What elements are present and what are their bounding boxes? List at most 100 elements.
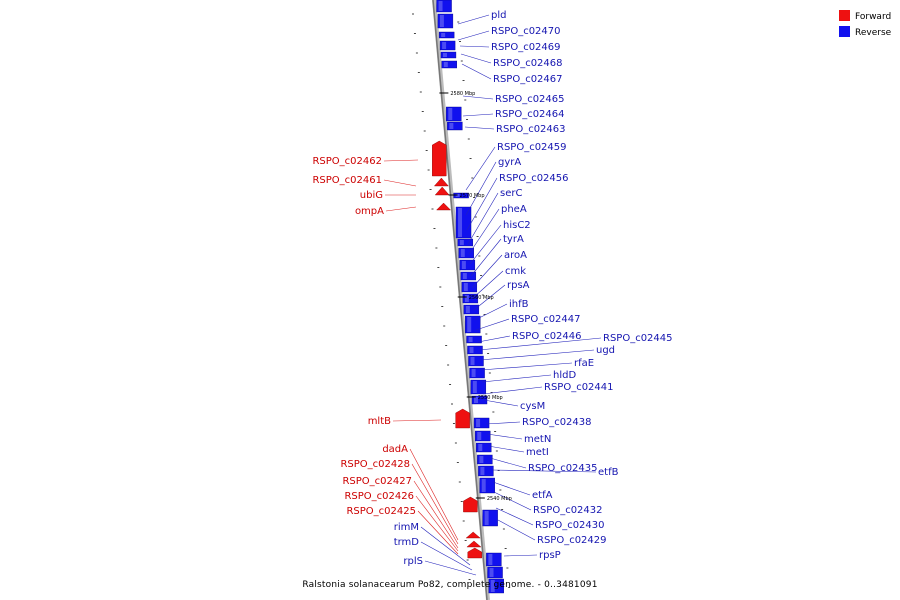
leader-line [462,95,494,100]
reverse-gene-block [487,566,503,579]
forward-gene-block [467,547,482,559]
gene-label-metn: metN [524,434,551,445]
reverse-gene-block [440,51,457,59]
leader-line [392,419,442,422]
leader-line [471,254,503,289]
gene-label-rspo-c02429: RSPO_c02429 [537,535,607,546]
reverse-legend-label: Reverse [855,28,892,38]
gene-label-rspo-c02470: RSPO_c02470 [491,26,561,37]
gene-label-rspo-c02425: RSPO_c02425 [346,506,416,517]
leader-line [480,362,573,371]
reverse-gene-block [482,509,498,527]
gene-label-mltb: mltB [368,416,391,427]
reverse-gene-block [466,335,482,344]
gene-label-rspo-c02461: RSPO_c02461 [312,175,382,186]
gene-label-rspo-c02464: RSPO_c02464 [495,109,565,120]
chromosome-axis-shadow [432,0,490,600]
legend: Forward Reverse [839,10,892,38]
gene-label-serc: serC [500,188,522,199]
leader-line [411,463,459,545]
leader-line [457,30,490,41]
leader-line [415,495,459,552]
leader-line [473,284,506,311]
leader-line [420,541,473,571]
leader-line [424,560,477,576]
gene-label-hldd: hldD [553,370,576,381]
reverse-gene-block [479,477,495,494]
kbp-tick-label: 2580 Mbp [450,91,475,97]
leader-line [493,491,532,511]
reverse-gene-block [455,206,472,239]
gene-label-rspo-c02445: RSPO_c02445 [603,333,673,344]
leader-line [383,179,417,187]
gene-label-rspo-c02427: RSPO_c02427 [342,476,412,487]
leader-line [478,337,602,351]
leader-line [461,63,492,80]
leader-line [477,335,511,343]
gene-label-rpls: rplS [403,556,423,567]
gene-label-rpsa: rpsA [507,280,530,291]
leader-line [468,208,500,255]
reverse-gene-block [438,31,455,39]
reverse-gene-block [477,454,493,465]
leader-line [465,161,497,216]
reverse-gene-block [458,247,474,259]
forward-gene-block [436,202,452,211]
leader-line [457,14,490,25]
leader-line [479,349,595,361]
gene-label-rspo-c02467: RSPO_c02467 [493,74,563,85]
kbp-tick-label: 2540 Mbp [487,496,512,502]
leader-line [474,303,508,321]
reverse-gene-block [436,0,452,13]
reverse-gene-block [475,430,491,442]
reverse-gene-block [463,304,480,315]
gene-label-etfa: etfA [532,490,553,501]
gene-label-ihfb: ihfB [509,299,529,310]
leader-line [491,469,597,473]
reverse-legend-swatch [839,26,850,37]
gene-label-etfb: etfB [598,467,619,478]
reverse-gene-block [439,40,456,51]
reverse-gene-block [457,238,474,247]
leader-line [464,126,495,130]
gene-label-rspo-c02446: RSPO_c02446 [512,331,582,342]
gene-label-rspo-c02468: RSPO_c02468 [493,58,563,69]
gene-label-tyra: tyrA [503,234,524,245]
kbp-tick-label: 2570 Mbp [460,193,485,199]
leader-line [417,510,459,555]
leader-line [486,433,523,440]
gene-label-rspo-c02438: RSPO_c02438 [522,417,592,428]
gene-label-rfae: rfaE [574,358,594,369]
gene-label-rspo-c02465: RSPO_c02465 [495,94,565,105]
leader-line [492,481,531,496]
leader-line [413,480,459,549]
gene-label-rspo-c02463: RSPO_c02463 [496,124,566,135]
leader-line [470,238,502,277]
leader-line [472,270,504,299]
gene-label-aroa: aroA [504,250,527,261]
gene-label-rspo-c02432: RSPO_c02432 [533,505,603,516]
leader-line [489,457,527,469]
reverse-gene-block [441,60,458,69]
leader-line [497,519,536,541]
leader-line [409,448,459,541]
reverse-gene-block [470,379,487,395]
gene-label-rpsp: rpsP [539,550,561,561]
forward-gene-block [432,140,447,177]
forward-legend-swatch [839,10,850,21]
leader-line [462,113,494,117]
forward-gene-block [433,177,449,187]
gene-label-dada: dadA [382,444,408,455]
reverse-gene-block [437,13,454,29]
leader-line [467,192,499,245]
gene-label-ompa: ompA [355,206,384,217]
leader-line [466,177,498,231]
gene-label-cmk: cmk [505,266,526,277]
reverse-gene-block [473,417,490,429]
reverse-gene-block [486,552,502,567]
gene-label-rspo-c02447: RSPO_c02447 [511,314,581,325]
reverse-gene-block [461,281,478,293]
leader-line [420,526,471,566]
kbp-tick-label: 2560 Mbp [469,295,494,301]
